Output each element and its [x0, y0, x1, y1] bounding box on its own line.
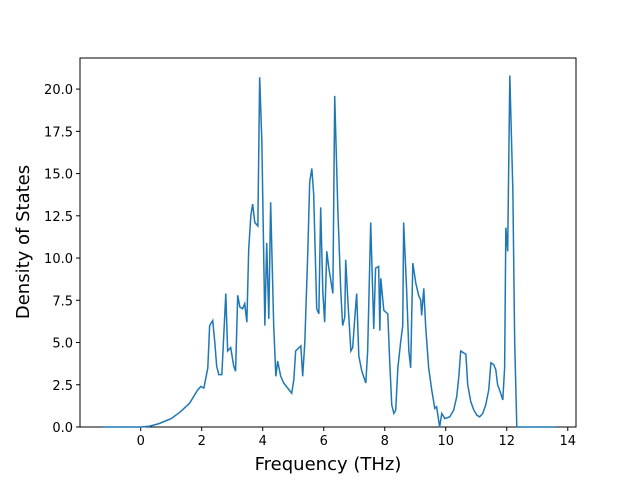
y-tick-label: 5.0	[52, 337, 73, 352]
y-axis-label: Density of States	[13, 165, 34, 319]
x-tick-label: 14	[559, 434, 576, 449]
x-axis-label: Frequency (THz)	[255, 454, 402, 475]
y-tick-label: 0.0	[52, 421, 73, 436]
x-tick-label: 6	[320, 434, 328, 449]
y-tick-label: 15.0	[44, 168, 73, 183]
x-tick-label: 10	[437, 434, 454, 449]
plot-frame	[79, 57, 577, 428]
x-tick-label: 2	[198, 434, 206, 449]
x-tick-label: 4	[259, 434, 267, 449]
line-series	[102, 75, 556, 428]
x-tick-label: 8	[381, 434, 389, 449]
x-tick-label: 12	[498, 434, 515, 449]
y-tick-label: 2.5	[52, 379, 73, 394]
y-tick-label: 17.5	[44, 125, 73, 140]
y-tick-label: 20.0	[44, 83, 73, 98]
x-tick-label: 0	[137, 434, 145, 449]
y-tick-label: 12.5	[44, 210, 73, 225]
y-tick-label: 10.0	[44, 252, 73, 267]
y-tick-label: 7.5	[52, 294, 73, 309]
